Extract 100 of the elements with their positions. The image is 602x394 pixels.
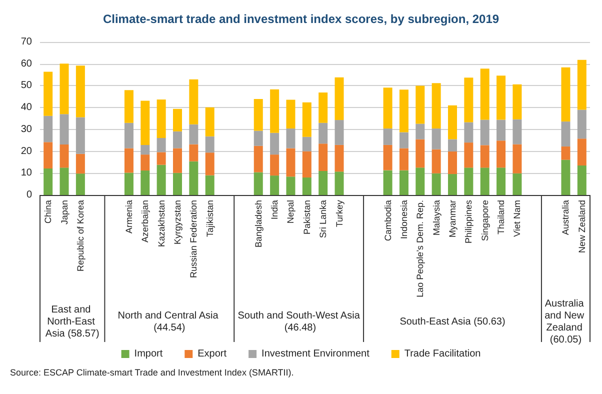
bar (140, 144, 150, 155)
bar (254, 130, 263, 146)
bar (318, 144, 328, 171)
legend-label: Export (198, 348, 227, 360)
y-tick-label: 40 (20, 102, 32, 114)
text: North and Central Asia (44.54) (118, 310, 222, 334)
bar (140, 170, 150, 195)
bar (318, 170, 328, 195)
bar (270, 176, 280, 195)
bar (76, 117, 85, 154)
bar (270, 154, 280, 176)
bar (286, 148, 296, 177)
bar (448, 174, 457, 195)
x-tick-label: Azerbaijan (140, 200, 150, 243)
bar (286, 128, 296, 148)
bar (318, 122, 328, 144)
x-tick-label: Malaysia (431, 200, 442, 236)
bar (254, 99, 263, 131)
y-tick-label: 50 (20, 80, 32, 92)
bar (480, 145, 490, 168)
bar (512, 119, 522, 144)
bar (577, 110, 586, 139)
bar (383, 144, 392, 170)
bar (399, 170, 408, 195)
x-tick-label: China (43, 200, 54, 224)
x-tick-label: Thailand (496, 200, 506, 235)
bar (496, 168, 506, 195)
bar (124, 122, 134, 148)
bar (44, 142, 53, 169)
source-note: Source: ESCAP Climate-smart Trade and Investment Index (SMARTII). (10, 368, 294, 378)
bar (464, 78, 474, 122)
bar (76, 174, 85, 195)
bar (480, 168, 490, 195)
bar (318, 92, 328, 123)
bar (302, 151, 312, 178)
text: Australia and New Zealand (60.05) (544, 298, 587, 346)
bar (254, 172, 263, 195)
y-tick-label: 60 (20, 58, 32, 70)
bar (124, 172, 134, 195)
bar (496, 76, 506, 120)
bar (173, 108, 182, 132)
x-tick-label: Nepal (286, 200, 296, 224)
bar (286, 100, 296, 129)
chart-title: Climate-smart trade and investment index scores, by subregion, 2019 (102, 12, 500, 26)
bar (416, 168, 425, 195)
bar (334, 144, 344, 172)
bar (44, 168, 53, 195)
y-tick-label: 70 (20, 36, 32, 48)
bar (189, 161, 198, 195)
bar (416, 139, 425, 168)
bar (464, 122, 474, 143)
bar (60, 64, 69, 114)
bar (383, 170, 392, 195)
bar (399, 90, 408, 132)
bar (124, 90, 134, 123)
bar (399, 132, 408, 148)
bar (561, 122, 570, 146)
x-tick-label: Lao People’s Dem. Rep. (415, 200, 426, 298)
bar (173, 172, 182, 195)
bar (205, 107, 214, 136)
bar (156, 99, 166, 138)
x-tick-label: Turkey (334, 200, 344, 228)
bar (173, 148, 182, 173)
bar (464, 168, 474, 195)
bar (383, 88, 392, 129)
bar (124, 148, 134, 173)
x-tick-label: Philippines (464, 200, 474, 244)
bar (76, 66, 85, 118)
y-tick-label: 20 (20, 146, 32, 157)
bar (480, 68, 490, 120)
y-tick-label: 30 (20, 124, 32, 135)
legend-label: Trade Facilitation (404, 348, 481, 360)
bar (577, 165, 586, 195)
bar (270, 132, 280, 155)
bar (432, 149, 441, 174)
bar (302, 136, 312, 152)
bar (140, 154, 150, 171)
bar (334, 120, 344, 145)
x-tick-label: Myanmar (448, 200, 458, 238)
bar (205, 152, 214, 176)
bar (399, 148, 408, 170)
bar (286, 176, 296, 195)
bar (496, 120, 506, 141)
bar (577, 60, 586, 110)
bar (156, 164, 166, 195)
bar (416, 124, 425, 140)
bar (448, 105, 457, 140)
text: East and North-East Asia (58.57) (45, 304, 100, 340)
bar (512, 173, 522, 195)
y-tick-label: 0 (26, 190, 32, 200)
bar (334, 77, 344, 120)
x-tick-label: India (270, 200, 280, 220)
x-tick-label: Indonesia (398, 200, 409, 240)
bar (189, 144, 198, 162)
bar (577, 138, 586, 166)
x-tick-label: Armenia (124, 200, 134, 234)
bar (512, 84, 522, 120)
bar (561, 160, 570, 195)
x-tick-label: Viet Nam (512, 200, 522, 237)
bar (496, 140, 506, 168)
